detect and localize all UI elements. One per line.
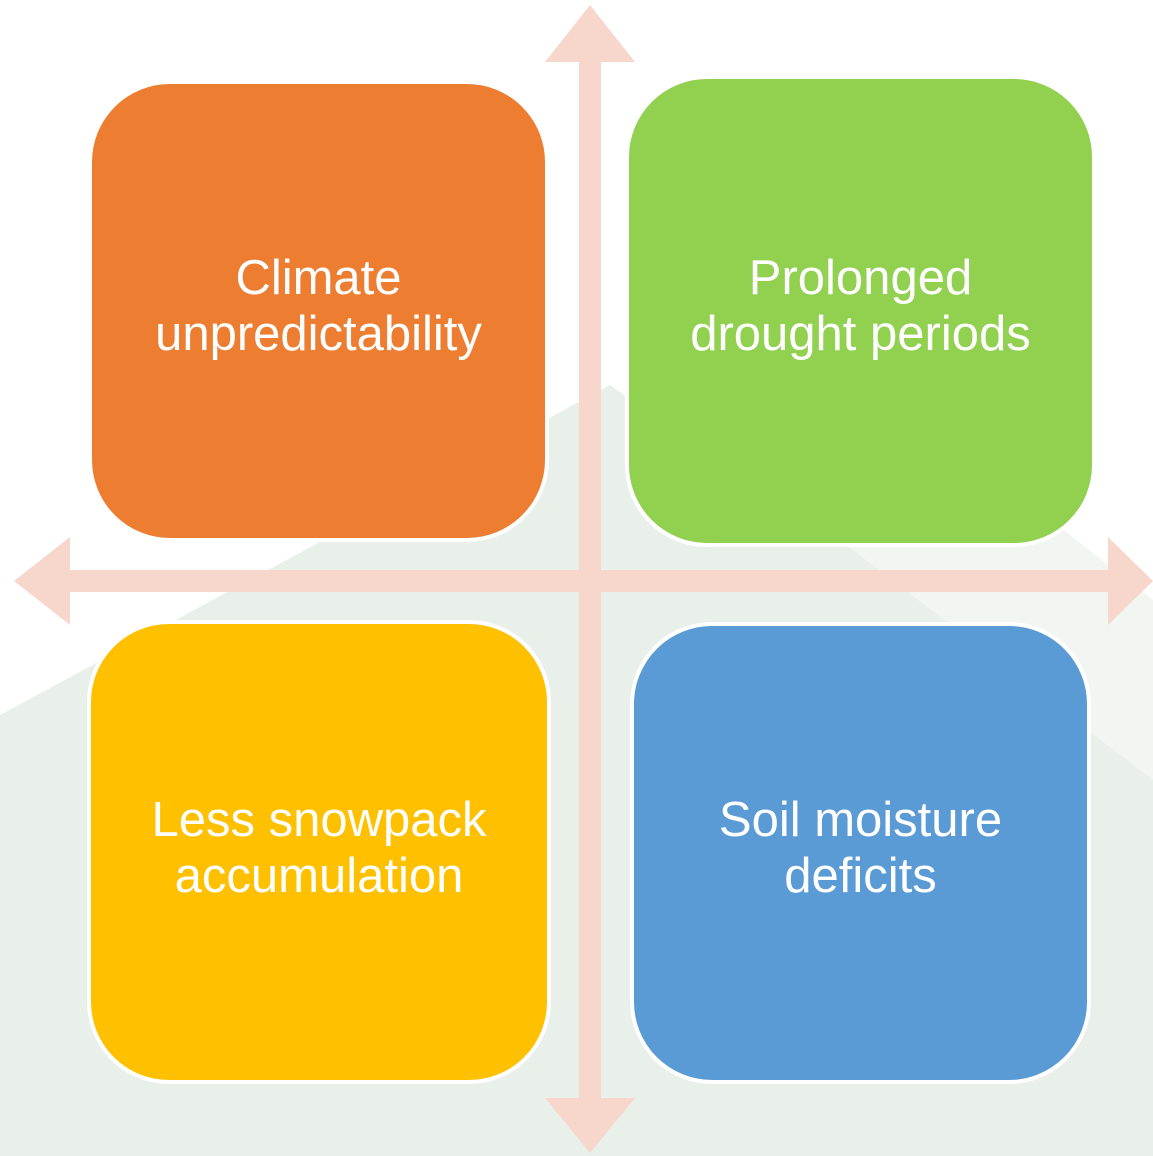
quadrant-label: Soil moisture xyxy=(719,793,1002,847)
quadrant-label: Prolonged xyxy=(749,251,972,305)
diagram: Climateunpredictability Prolongeddrought … xyxy=(0,0,1153,1156)
quadrant-label: deficits xyxy=(784,849,937,903)
quadrant-label: accumulation xyxy=(175,849,464,903)
quadrant-label: drought periods xyxy=(690,307,1031,361)
quadrant-label: unpredictability xyxy=(155,307,482,361)
page: Climateunpredictability Prolongeddrought … xyxy=(0,0,1153,1156)
arrow-head-left xyxy=(14,537,70,625)
arrow-head-up xyxy=(545,5,635,62)
quadrant-label: Climate xyxy=(235,251,401,305)
quadrant-label: Less snowpack xyxy=(151,793,487,847)
horizontal-axis xyxy=(68,570,1110,592)
